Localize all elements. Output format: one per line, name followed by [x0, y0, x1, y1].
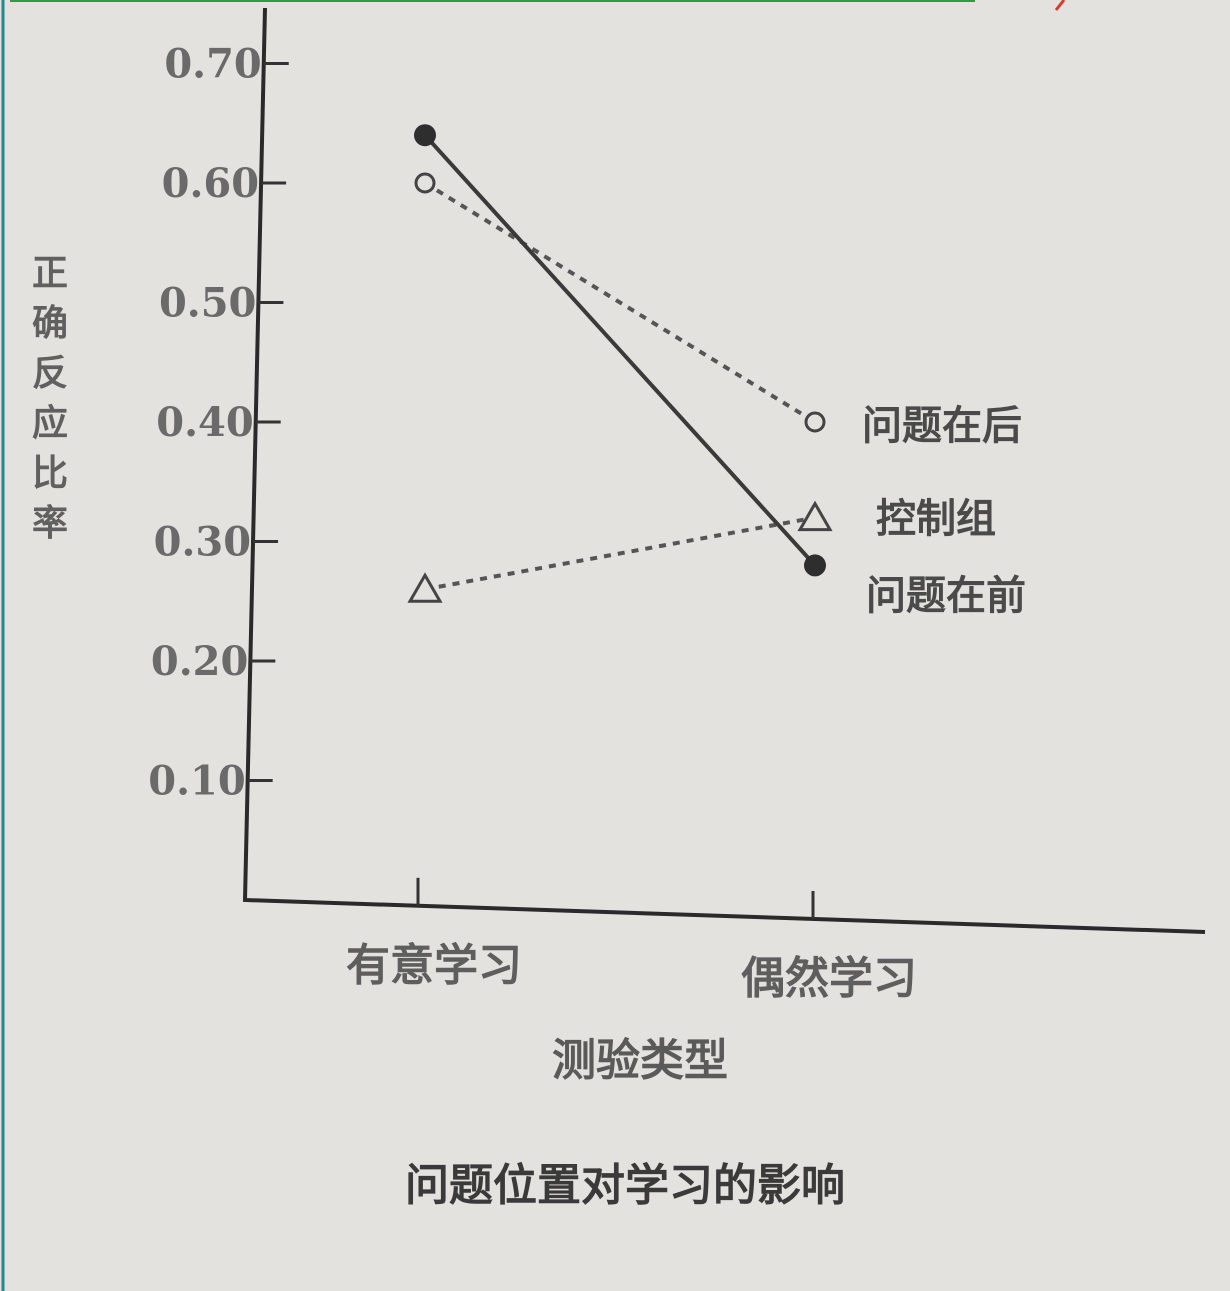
series-line	[424, 515, 816, 592]
y-tick-label: 0.10	[148, 758, 245, 805]
series-label: 问题在前	[866, 573, 1026, 619]
y-tick-label: 0.40	[156, 399, 253, 446]
y-tick-label: 0.50	[159, 280, 256, 327]
data-point	[797, 500, 833, 532]
data-point	[804, 554, 826, 577]
y-tick-label: 0.70	[164, 41, 261, 88]
y-axis-title: 正确反应比率	[32, 253, 68, 544]
x-tick-label: 有意学习	[346, 940, 522, 991]
y-tick-label: 0.30	[154, 519, 251, 566]
series-0: 问题在后	[414, 172, 1022, 449]
series-label: 控制组	[876, 496, 996, 542]
x-axis-title: 测验类型	[552, 1035, 728, 1086]
x-axis-ticks: 有意学习 偶然学习	[346, 877, 917, 1004]
data-point	[414, 172, 436, 194]
data-point	[414, 124, 436, 147]
chart-title: 问题位置对学习的影响	[405, 1160, 845, 1211]
x-tick-label: 偶然学习	[741, 953, 917, 1004]
data-point	[407, 572, 443, 603]
axes	[242, 7, 1206, 934]
series-1: 控制组	[407, 496, 996, 603]
series-2: 问题在前	[414, 124, 1026, 619]
series-line	[423, 181, 817, 424]
y-tick-label: 0.60	[162, 160, 259, 207]
y-axis-ticks: 0.10 0.20 0.30 0.40 0.50 0.60 0.70	[148, 41, 289, 805]
data-point	[804, 411, 826, 433]
frame-corner-mark	[1054, 0, 1066, 11]
y-tick-label: 0.20	[151, 638, 248, 685]
series-line	[423, 133, 817, 567]
series-label: 问题在后	[862, 403, 1022, 449]
